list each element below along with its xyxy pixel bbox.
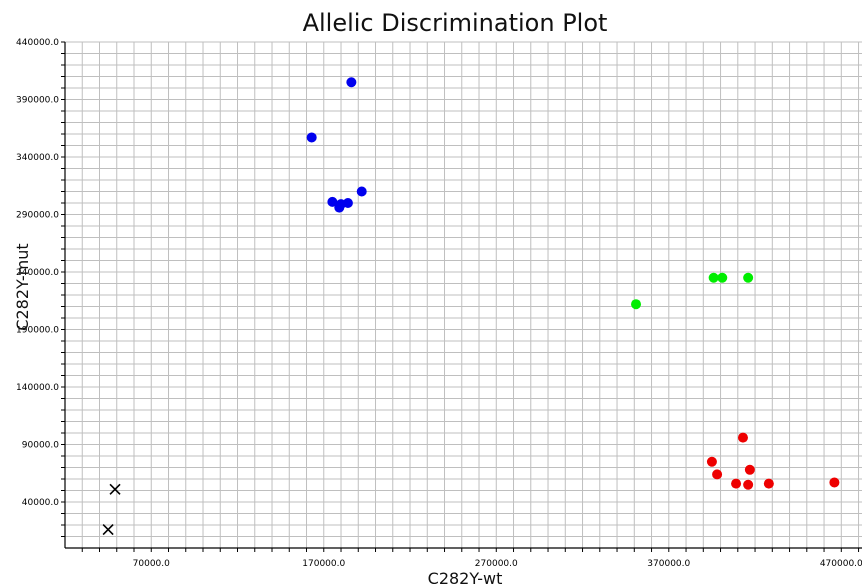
data-point <box>346 77 357 88</box>
no-call-point <box>109 483 121 495</box>
data-point <box>731 478 742 489</box>
data-point <box>706 456 717 467</box>
data-points <box>102 77 840 536</box>
x-marker-stroke <box>109 483 121 495</box>
x-tick-label: 370000.0 <box>647 559 690 569</box>
y-tick-label: 440000.0 <box>16 38 59 48</box>
no-call-point <box>102 524 114 536</box>
y-axis-ticks: 40000.0 90000.0 140000.0 190000.0 240000.0 29… <box>16 38 65 537</box>
x-tick-label: 170000.0 <box>302 559 345 569</box>
y-axis-label: C282Y-mut <box>13 243 32 330</box>
data-point <box>717 272 728 283</box>
data-point <box>631 299 642 310</box>
x-tick-label: 270000.0 <box>475 559 518 569</box>
data-point <box>712 469 723 480</box>
y-tick-label: 90000.0 <box>22 441 59 451</box>
y-tick-label: 290000.0 <box>16 211 59 221</box>
x-marker-stroke <box>102 524 114 536</box>
data-point <box>763 478 774 489</box>
data-point <box>356 186 367 197</box>
y-tick-label: 390000.0 <box>16 96 59 106</box>
data-point <box>744 464 755 475</box>
data-point <box>327 196 338 207</box>
y-tick-label: 140000.0 <box>16 383 59 393</box>
data-point <box>737 432 748 443</box>
y-tick-label: 190000.0 <box>16 326 59 336</box>
y-tick-label: 240000.0 <box>16 268 59 278</box>
y-tick-label: 40000.0 <box>22 498 59 508</box>
x-axis-label: C282Y-wt <box>428 569 503 587</box>
y-tick-label: 340000.0 <box>16 153 59 163</box>
data-point <box>342 198 353 208</box>
data-point <box>829 477 840 488</box>
grid <box>65 41 862 548</box>
data-point <box>306 132 317 143</box>
data-point <box>708 272 719 283</box>
chart-title: Allelic Discrimination Plot <box>303 9 608 37</box>
data-point <box>743 479 754 490</box>
data-point <box>743 272 754 283</box>
x-tick-label: 470000.0 <box>820 559 862 569</box>
x-axis-ticks: 70000.0 170000.0 270000.0 370000.0 470000.0 <box>81 548 862 569</box>
data-point <box>334 202 345 213</box>
x-tick-label: 70000.0 <box>133 559 170 569</box>
